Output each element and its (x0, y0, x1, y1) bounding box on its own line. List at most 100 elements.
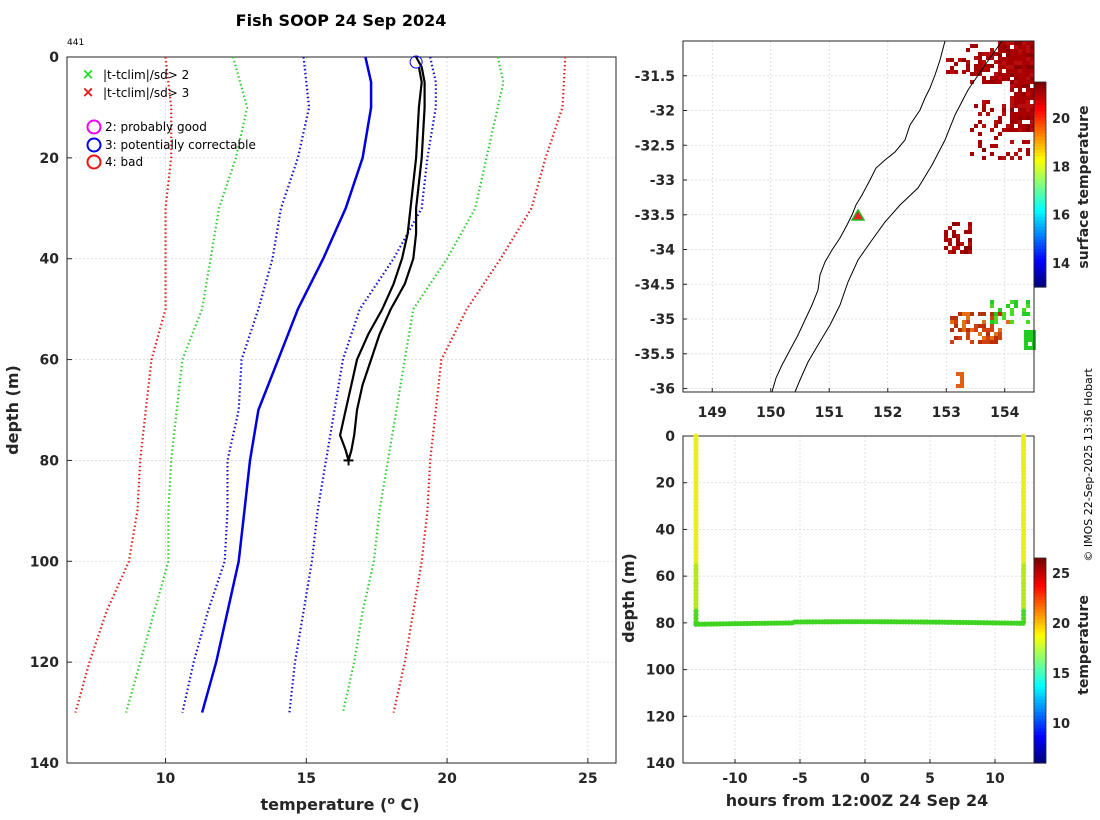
sst-pixel (1002, 316, 1006, 320)
sst-pixel (950, 328, 954, 332)
map-sst-pixels (944, 41, 1036, 388)
sst-pixel (982, 104, 986, 108)
sst-pixel (968, 246, 972, 250)
sst-pixel (1030, 124, 1034, 128)
sst-pixel (1026, 53, 1030, 57)
map-colorbar-step (1034, 146, 1046, 150)
sst-pixel (986, 336, 990, 340)
time-colorbar-step (1034, 702, 1046, 706)
legend-label-bad: 4: bad (105, 155, 143, 169)
sst-pixel (1028, 330, 1032, 334)
time-colorbar-step (1034, 644, 1046, 649)
time-colorbar-step (1034, 734, 1046, 738)
map-colorbar-step (1034, 149, 1046, 154)
sst-pixel (966, 336, 970, 340)
profile-axes-box (66, 56, 617, 764)
sst-pixel (974, 56, 978, 60)
time-colorbar-step (1034, 628, 1046, 633)
sst-pixel (1018, 100, 1022, 104)
sst-pixel (986, 80, 990, 84)
sst-pixel (944, 246, 948, 250)
time-colorbar-step (1034, 657, 1046, 662)
sst-pixel (1002, 104, 1006, 108)
sst-pixel (1006, 320, 1010, 324)
sst-pixel (1030, 120, 1034, 124)
sst-pixel (990, 48, 994, 52)
sst-pixel (998, 336, 1002, 340)
map-y-tick-label: -34.5 (635, 277, 675, 293)
profile-grid (67, 56, 616, 764)
profile-y-ticks: 0 20 40 60 80 100 120 140 (30, 50, 72, 772)
sst-pixel (1010, 88, 1014, 92)
sst-pixel (1022, 112, 1026, 116)
sst-pixel (1026, 112, 1030, 116)
sst-pixel (986, 52, 990, 56)
legend-marker-o-red (86, 154, 102, 170)
sst-pixel (990, 108, 994, 112)
sst-pixel (990, 304, 994, 308)
sst-pixel (974, 44, 978, 48)
time-colorbar-step (1034, 567, 1046, 572)
sst-pixel (1026, 73, 1030, 77)
sst-pixel (1026, 92, 1030, 96)
sst-pixel (1018, 148, 1022, 152)
time-x-ticks: -10 -5 0 5 10 (722, 759, 1005, 787)
time-x-tick-label: 5 (925, 771, 935, 787)
map-colorbar-step (1034, 264, 1046, 269)
sst-pixel (1026, 124, 1030, 128)
sst-pixel (978, 72, 982, 76)
map-colorbar-step (1034, 251, 1046, 256)
profile-y-tick-label: 80 (40, 453, 60, 469)
sst-pixel (994, 340, 998, 344)
sst-pixel (1014, 152, 1018, 156)
time-colorbar-step (1034, 583, 1046, 588)
sst-pixel (974, 68, 978, 72)
time-colorbar-step (1034, 753, 1046, 758)
map-colorbar-step (1034, 110, 1046, 115)
time-y-ticks: 0 20 40 60 80 100 120 140 (646, 429, 687, 772)
sst-pixel (1006, 45, 1010, 49)
time-colorbar-step (1034, 730, 1046, 735)
sst-pixel (1002, 57, 1006, 61)
sst-pixel (946, 70, 950, 74)
sst-pixel (1026, 77, 1030, 81)
sst-pixel (1018, 128, 1022, 132)
map-colorbar-step (1034, 229, 1046, 234)
time-colorbar-step (1034, 705, 1046, 710)
sst-pixel (966, 68, 970, 72)
sst-pixel (1014, 77, 1018, 81)
sst-pixel (968, 242, 972, 246)
map-y-tick-label: -36 (650, 382, 675, 398)
map-colorbar-step (1034, 82, 1046, 86)
profile-x-tick-label: 15 (297, 771, 316, 787)
sst-pixel (1002, 108, 1006, 112)
sst-pixel (1022, 140, 1026, 144)
sst-pixel (986, 64, 990, 68)
sst-pixel (1006, 65, 1010, 69)
sst-pixel (970, 340, 974, 344)
sst-pixel (948, 238, 952, 242)
time-grid (683, 435, 1034, 764)
sst-pixel (998, 60, 1002, 64)
legend-label-correctable: 3: potentially correctable (105, 138, 256, 152)
sst-pixel (968, 222, 972, 226)
sst-pixel (1024, 330, 1028, 334)
sst-pixel (956, 222, 960, 226)
sst-pixel (1006, 49, 1010, 53)
sst-pixel (998, 68, 1002, 72)
map-colorbar-step (1034, 258, 1046, 262)
sst-pixel (1002, 77, 1006, 81)
map-colorbar-step (1034, 197, 1046, 202)
sst-pixel (1028, 338, 1032, 342)
sst-pixel (974, 124, 978, 128)
map-y-ticks: -31.5 -32 -32.5 -33 -33.5 -34 -34.5 -35 -35.5 -36 (635, 69, 687, 398)
map-shelf-contour (794, 40, 1003, 393)
sst-pixel (1030, 45, 1034, 49)
sst-pixel (986, 100, 990, 104)
profile-plot: Fish SOOP 24 Sep 2024 441 10 15 20 25 0 20 40… (3, 11, 617, 814)
time-colorbar-step (1034, 718, 1046, 722)
sst-pixel (1026, 152, 1030, 156)
sst-pixel (954, 70, 958, 74)
map-colorbar-step (1034, 162, 1046, 166)
sst-pixel (982, 320, 986, 324)
